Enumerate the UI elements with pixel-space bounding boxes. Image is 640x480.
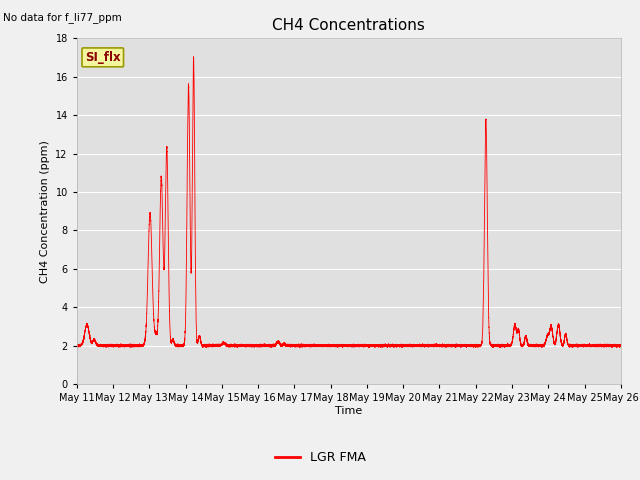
X-axis label: Time: Time — [335, 406, 362, 416]
Y-axis label: CH4 Concentration (ppm): CH4 Concentration (ppm) — [40, 140, 50, 283]
Legend: LGR FMA: LGR FMA — [269, 446, 371, 469]
Text: No data for f_li77_ppm: No data for f_li77_ppm — [3, 12, 122, 23]
Title: CH4 Concentrations: CH4 Concentrations — [273, 18, 425, 33]
Text: SI_flx: SI_flx — [85, 51, 120, 64]
